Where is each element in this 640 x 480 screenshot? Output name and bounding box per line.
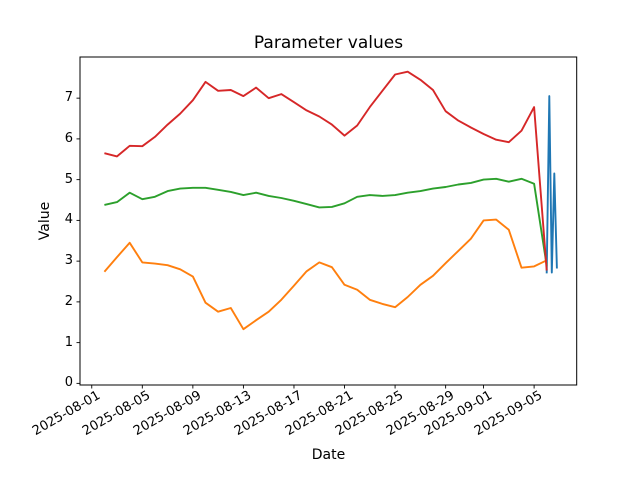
series-red-line (104, 70, 548, 271)
axes-spines (79, 56, 578, 386)
y-axis-label: Value (37, 201, 53, 241)
chart-title: Parameter values (253, 33, 404, 53)
series-orange-line (103, 218, 548, 331)
series-green-line (104, 177, 548, 266)
series-blue-line (545, 95, 558, 274)
x-axis-label: Date (311, 447, 346, 463)
